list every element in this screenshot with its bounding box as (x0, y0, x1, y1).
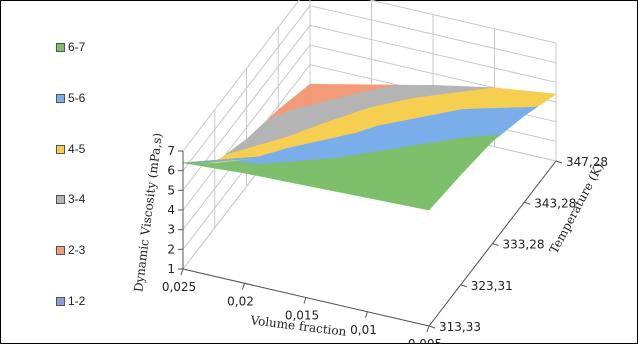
surface-patch (278, 83, 372, 111)
x-tick (426, 325, 430, 333)
y-tick-label: 343,28 (534, 196, 576, 210)
surface-patch (339, 84, 434, 109)
legend-label: 5-6 (68, 91, 86, 105)
surface-patch (182, 159, 221, 164)
x-tick-label: 0,015 (285, 309, 319, 323)
z-tick-label: 4 (167, 203, 175, 217)
z-tick-label: 3 (167, 223, 175, 237)
surface-patch (401, 87, 495, 108)
legend-item: 5-6 (56, 91, 85, 105)
z-tick-label: 1 (167, 262, 175, 276)
x-tick (303, 297, 307, 304)
surface-patch (244, 157, 338, 174)
x-tick (365, 311, 368, 318)
x-tick-label: 0,025 (162, 280, 196, 294)
legend-swatch (56, 194, 65, 204)
y-tick (555, 160, 563, 164)
x-tick-label: 0,02 (227, 294, 254, 308)
y-tick-label: 333,28 (503, 238, 545, 252)
legend-label: 3-4 (68, 192, 86, 206)
y-tick (492, 243, 499, 246)
surface-patch (305, 157, 400, 186)
legend-item: 3-4 (56, 192, 85, 206)
y-tick (428, 325, 436, 329)
surface-patch (369, 109, 463, 133)
gridline (182, 0, 557, 152)
legend-swatch (56, 42, 65, 52)
surface-patch (307, 106, 402, 137)
surface-patch (366, 163, 461, 199)
y-tick-label: 313,33 (439, 320, 481, 334)
legend-item: 1-2 (56, 294, 85, 308)
z-tick-label: 7 (167, 144, 175, 158)
legend-label: 4-5 (68, 142, 86, 156)
legend-swatch (56, 144, 65, 154)
z-tick-label: 5 (167, 183, 175, 197)
y-tick (460, 284, 467, 288)
x-tick-label: 0,01 (350, 323, 377, 337)
x-tick (242, 283, 245, 290)
z-tick-label: 6 (167, 164, 175, 178)
surface-patch (246, 108, 340, 140)
legend-swatch (56, 296, 65, 306)
z-tick-label: 2 (167, 242, 175, 256)
legend-label: 2-3 (68, 243, 86, 257)
legend-swatch (56, 93, 65, 103)
x-tick-label: 0,005 (408, 337, 442, 344)
legend-item: 6-7 (56, 40, 85, 54)
legend-label: 6-7 (68, 40, 86, 54)
surface-patch (337, 132, 432, 159)
legend-item: 2-3 (56, 243, 85, 257)
z-axis-title: Dynamic Viscosity (mPa,s) (131, 132, 164, 293)
legend-swatch (56, 245, 65, 255)
surface-patch (398, 137, 493, 165)
legend-item: 4-5 (56, 142, 85, 156)
x-tick (180, 268, 184, 276)
legend-label: 1-2 (68, 294, 86, 308)
y-tick (524, 201, 531, 205)
surface-patch (430, 108, 525, 136)
y-tick-label: 347,28 (566, 155, 608, 169)
surface-patch (214, 135, 309, 164)
surface-patch (462, 87, 557, 110)
y-tick-label: 323,31 (471, 279, 513, 293)
surface-patch (276, 132, 370, 156)
